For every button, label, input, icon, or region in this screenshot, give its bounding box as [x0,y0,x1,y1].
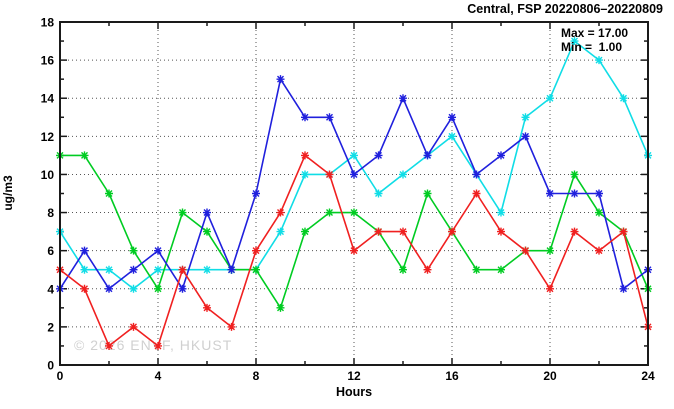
x-tick-labels: 0 4 8 12 16 20 24 [57,369,655,383]
y-tick-label: 2 [47,320,54,334]
x-tick-label: 24 [641,369,655,383]
series-red [56,151,652,350]
y-tick-label: 10 [41,168,55,182]
y-tick-label: 4 [47,282,54,296]
plot-frame [59,21,649,366]
min-value: Min = 1.00 [561,40,623,54]
series-red-markers [56,151,652,350]
x-tick-label: 0 [57,369,64,383]
y-tick-label: 12 [41,130,55,144]
x-tick-label: 16 [445,369,459,383]
y-tick-label: 0 [47,359,54,373]
y-axis-label: ug/m3 [1,175,15,211]
chart-title: Central, FSP 20220806–20220809 [467,2,663,16]
x-tick-label: 20 [543,369,557,383]
y-tick-label: 16 [41,54,55,68]
x-tick-label: 4 [155,369,162,383]
y-tick-labels: 0 2 4 6 8 10 12 14 16 18 [41,16,55,373]
max-min-annotation: Max = 17.00 Min = 1.00 [561,26,628,54]
x-axis-label: Hours [335,385,373,399]
max-value: Max = 17.00 [561,26,629,40]
y-tick-label: 14 [41,92,55,106]
x-tick-label: 8 [253,369,260,383]
y-tick-label: 18 [41,16,55,30]
y-tick-label: 6 [47,244,54,258]
y-tick-label: 8 [47,206,54,220]
x-tick-label: 12 [347,369,361,383]
